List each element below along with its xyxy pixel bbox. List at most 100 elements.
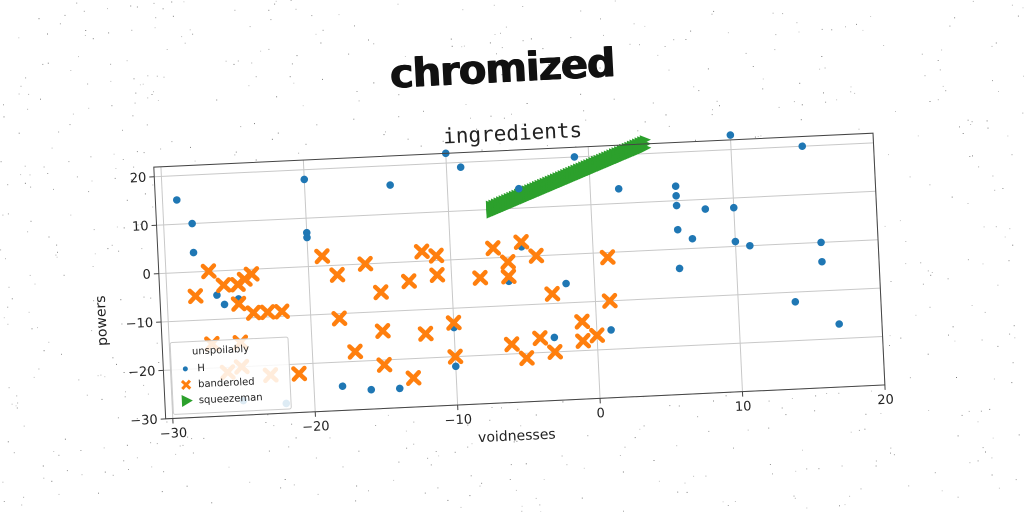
speckle-dot: [707, 68, 709, 70]
speckle-dot: [454, 451, 456, 453]
banderoled-point: [503, 336, 520, 353]
y-axis-label: powers: [93, 295, 111, 346]
speckle-dot: [123, 227, 125, 229]
speckle-dot: [30, 220, 32, 222]
speckle-dot: [78, 56, 79, 58]
speckle-dot: [769, 464, 771, 465]
banderoled-stroke: [188, 288, 204, 305]
speckle-dot: [98, 492, 99, 494]
speckle-dot: [27, 108, 29, 110]
speckle-dot: [97, 301, 98, 303]
axes: −30 −20 −10 0 10 20 −30 −20 −10 0 10 20: [125, 171, 894, 442]
speckle-dot: [929, 184, 931, 186]
speckle-dot: [398, 116, 400, 118]
speckle-dot: [142, 83, 144, 85]
speckle-dot: [1004, 236, 1006, 238]
speckle-dot: [928, 410, 930, 411]
speckle-dot: [888, 154, 889, 156]
h-point: [562, 279, 570, 288]
speckle-dot: [858, 429, 860, 431]
speckle-dot: [470, 117, 471, 119]
speckle-dot: [393, 479, 395, 481]
speckle-dot: [98, 326, 100, 328]
speckle-dot: [819, 68, 821, 70]
y-tick-label: 20: [129, 171, 146, 187]
banderoled-stroke: [500, 253, 516, 270]
speckle-dot: [348, 53, 350, 55]
speckle-dot: [969, 462, 971, 464]
speckle-dot: [727, 505, 729, 506]
plot-area: [153, 133, 885, 419]
speckle-dot: [587, 435, 589, 437]
speckle-dot: [249, 481, 251, 483]
plot-group: −30 −20 −10 0 10 20 −30 −20 −10 0 10 20 ingredients…: [93, 118, 894, 446]
speckle-dot: [875, 460, 877, 462]
speckle-dot: [469, 495, 471, 497]
speckle-dot: [311, 15, 313, 17]
speckle-dot: [268, 450, 270, 452]
speckle-dot: [141, 248, 143, 250]
banderoled-point: [243, 266, 260, 283]
speckle-dot: [47, 173, 49, 174]
speckle-dot: [685, 39, 687, 40]
speckle-dot: [889, 345, 890, 346]
speckle-dot: [15, 405, 17, 407]
speckle-dot: [613, 98, 615, 100]
speckle-dot: [561, 455, 563, 457]
speckle-dot: [978, 166, 980, 168]
banderoled-stroke: [260, 304, 276, 321]
speckle-dot: [644, 25, 646, 27]
speckle-dot: [280, 487, 282, 489]
speckle-dot: [530, 38, 532, 40]
speckle-dot: [890, 447, 892, 449]
banderoled-point: [500, 268, 517, 285]
speckle-dot: [21, 504, 23, 506]
speckle-dot: [599, 67, 601, 69]
speckle-dot: [905, 241, 907, 242]
speckle-dot: [922, 283, 924, 285]
speckle-dot: [516, 440, 518, 442]
speckle-dot: [583, 110, 585, 112]
speckle-dot: [476, 128, 478, 130]
h-point: [701, 205, 710, 213]
speckle-dot: [909, 377, 911, 379]
speckle-dot: [131, 29, 133, 31]
speckle-dot: [889, 335, 891, 337]
speckle-dot: [956, 377, 957, 378]
speckle-dot: [501, 407, 502, 409]
speckle-dot: [762, 88, 764, 90]
speckle-dot: [547, 73, 549, 75]
banderoled-stroke: [406, 370, 422, 387]
speckle-dot: [548, 76, 550, 78]
speckle-dot: [3, 104, 4, 106]
speckle-dot: [838, 392, 840, 394]
speckle-dot: [157, 100, 159, 101]
banderoled-point: [547, 343, 564, 360]
speckle-dot: [156, 342, 158, 344]
h-point: [172, 196, 181, 204]
banderoled-stroke: [532, 330, 548, 347]
speckle-dot: [126, 60, 128, 62]
speckle-dot: [233, 63, 235, 65]
banderoled-stroke: [373, 284, 389, 301]
speckle-dot: [29, 174, 31, 176]
speckle-dot: [322, 424, 324, 426]
banderoled-stroke: [574, 313, 590, 330]
h-point: [729, 203, 738, 212]
squeezeman-marker: [640, 143, 652, 154]
speckle-dot: [980, 410, 982, 412]
speckle-dot: [103, 447, 105, 449]
speckle-dot: [240, 126, 242, 128]
speckle-dot: [725, 395, 727, 397]
speckle-dot: [47, 33, 48, 35]
speckle-dot: [844, 504, 846, 506]
speckle-dot: [154, 27, 156, 29]
speckle-dot: [295, 437, 297, 439]
speckle-dot: [991, 457, 993, 459]
h-point: [300, 175, 309, 184]
speckle-dot: [194, 160, 196, 162]
speckle-dot: [130, 373, 132, 374]
banderoled-stroke: [600, 249, 616, 266]
speckle-dot: [594, 75, 596, 77]
speckle-dot: [166, 421, 168, 423]
